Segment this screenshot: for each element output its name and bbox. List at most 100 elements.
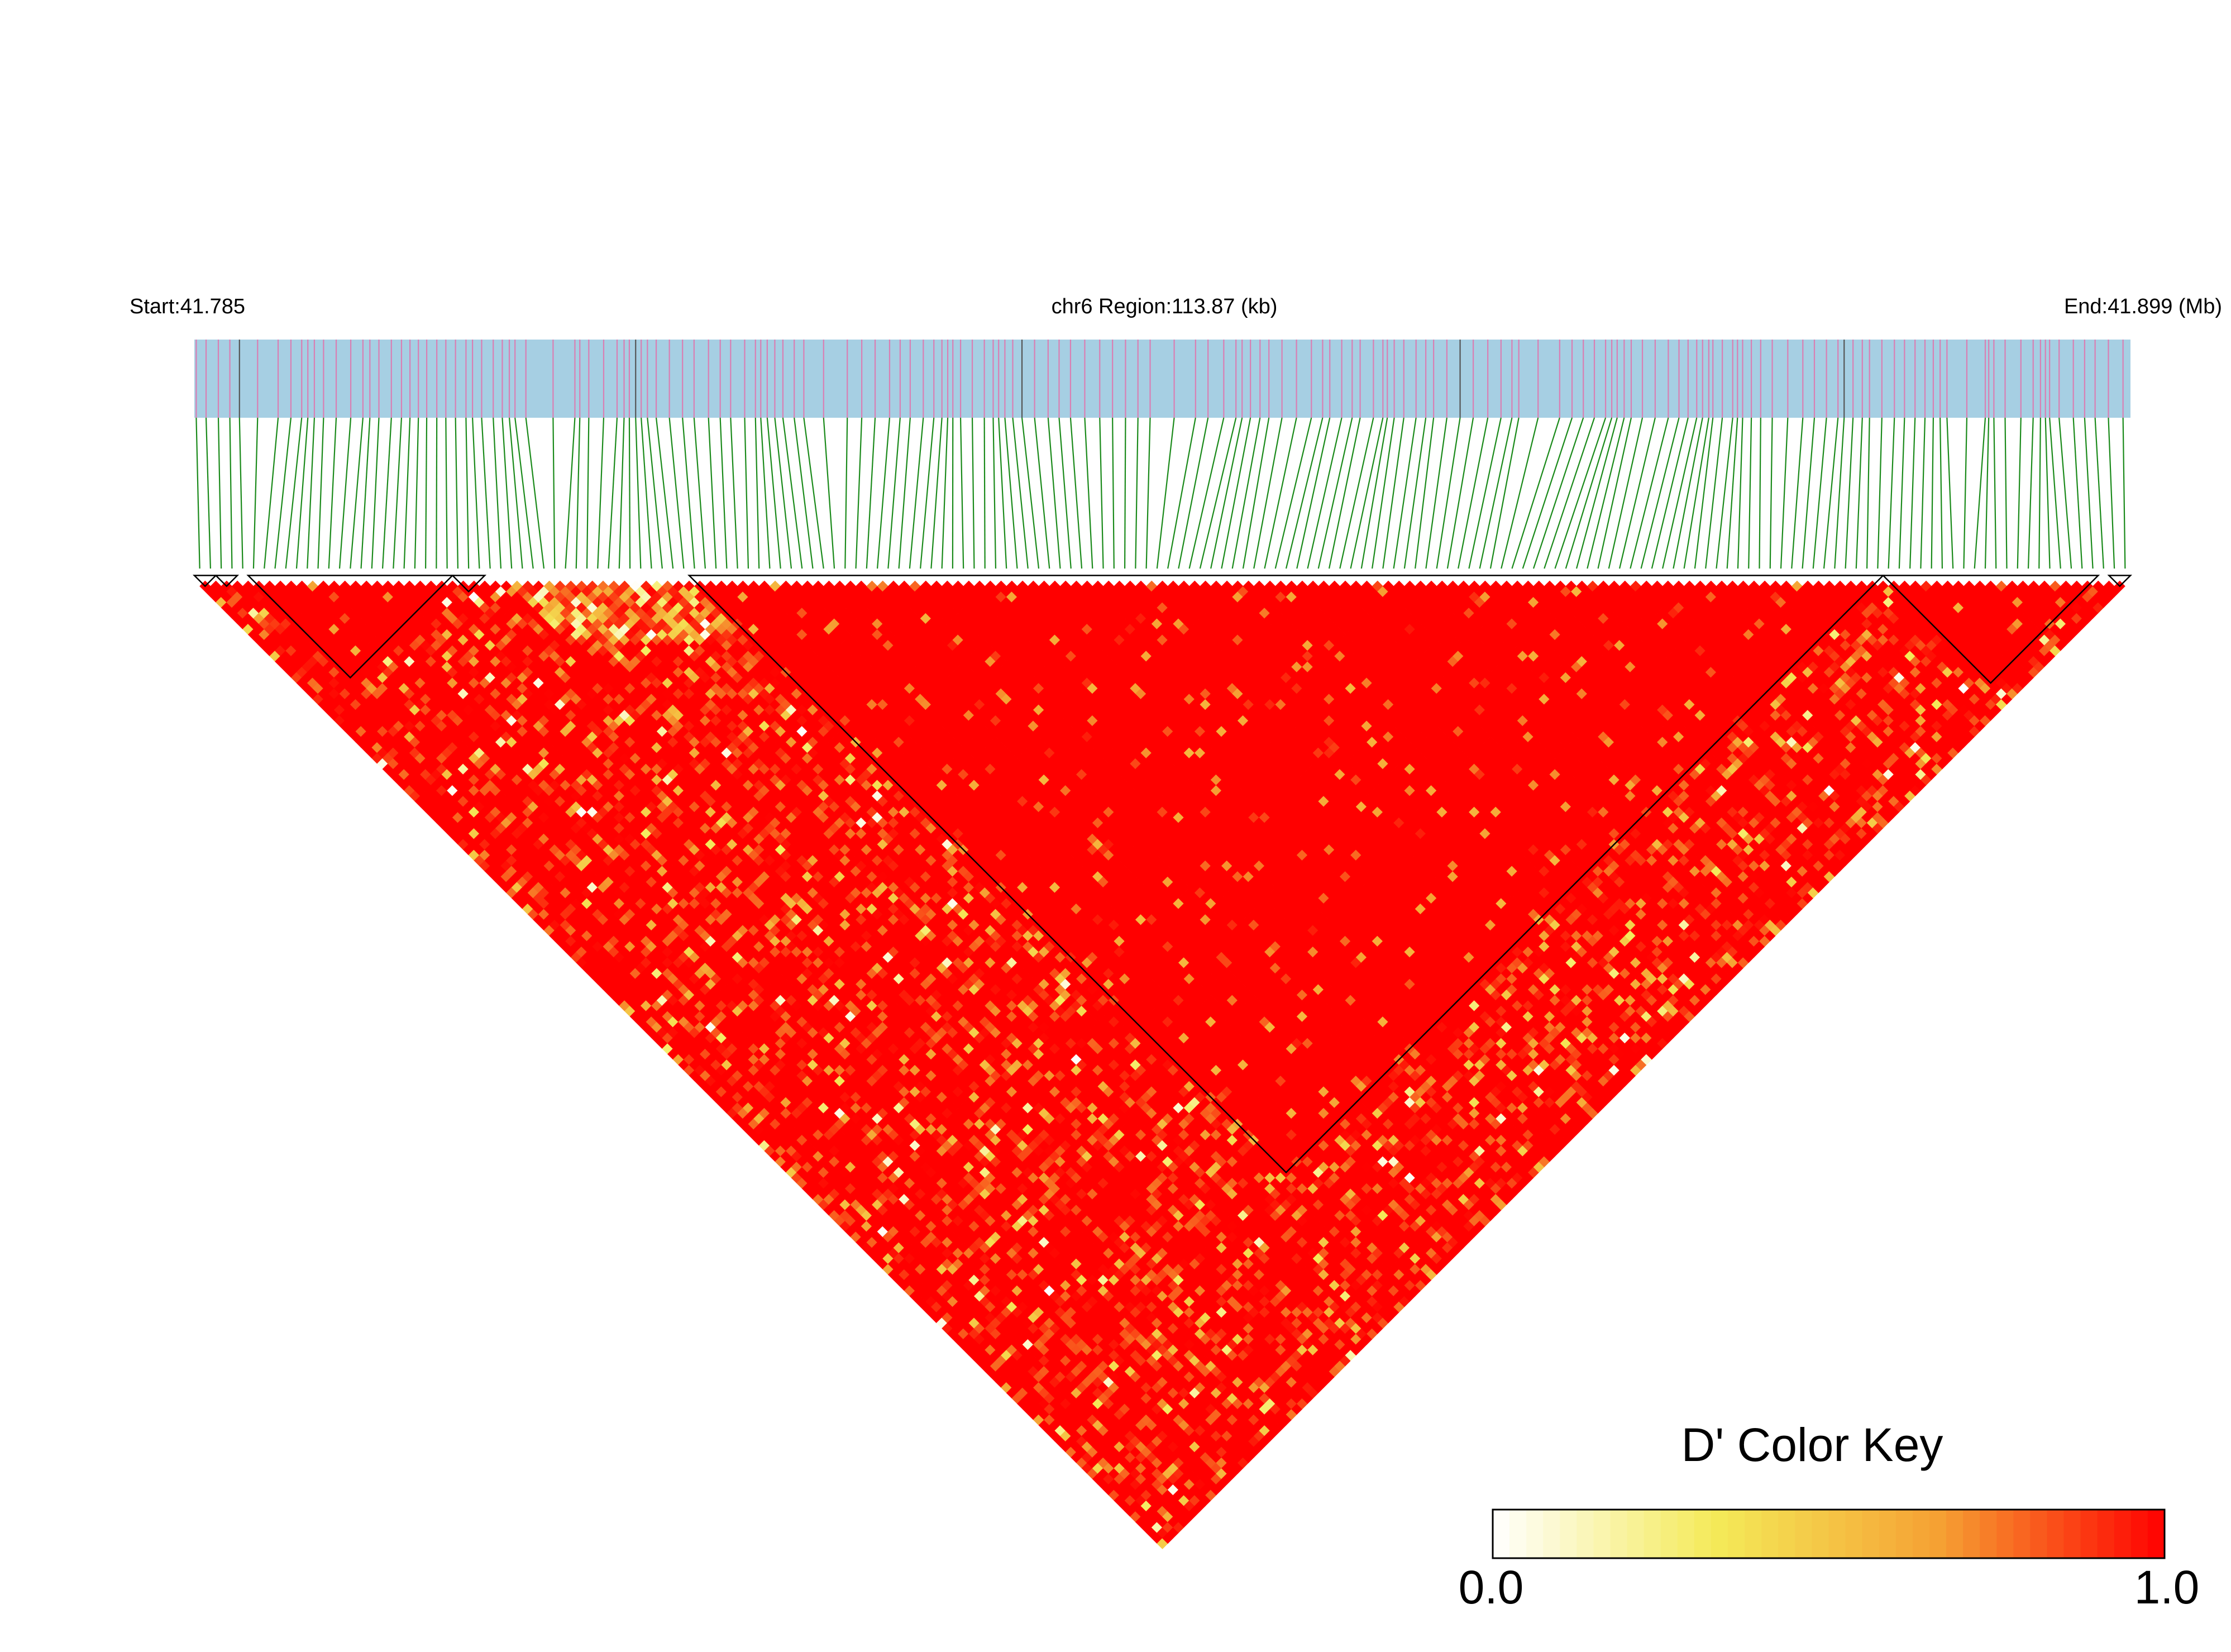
snp-connector bbox=[481, 418, 490, 569]
snp-connector bbox=[393, 418, 402, 569]
snp-connector bbox=[1100, 418, 1103, 569]
snp-connector bbox=[1856, 418, 1862, 569]
snp-connector bbox=[1921, 418, 1925, 569]
snp-connector bbox=[804, 418, 823, 569]
snp-connector bbox=[2018, 418, 2021, 569]
snp-connector bbox=[961, 418, 963, 569]
snp-connector bbox=[264, 418, 278, 569]
snp-connector bbox=[1994, 418, 1996, 569]
snp-connector bbox=[515, 418, 533, 569]
snp-connector bbox=[767, 418, 781, 569]
snp-connector bbox=[867, 418, 875, 569]
snp-connector bbox=[2123, 418, 2125, 569]
snp-connector bbox=[1641, 418, 1679, 569]
snp-connector bbox=[297, 418, 308, 569]
snp-connector bbox=[629, 418, 630, 569]
snp-connector bbox=[1964, 418, 1967, 569]
snp-connector bbox=[1985, 418, 1989, 569]
snp-connector bbox=[756, 418, 759, 569]
snp-connector bbox=[1932, 418, 1933, 569]
snp-connector bbox=[824, 418, 834, 569]
snp-connector bbox=[1846, 418, 1853, 569]
snp-connector bbox=[1716, 418, 1732, 569]
snp-connector bbox=[794, 418, 813, 569]
snp-connector bbox=[1652, 418, 1688, 569]
snp-connector bbox=[1662, 418, 1697, 569]
snp-connector bbox=[1792, 418, 1803, 569]
snp-connector bbox=[1889, 418, 1895, 569]
snp-connector bbox=[999, 418, 1006, 569]
snp-connector bbox=[1437, 418, 1460, 569]
snp-connector bbox=[218, 418, 221, 569]
snp-connector bbox=[1878, 418, 1881, 569]
snp-connector bbox=[899, 418, 910, 569]
snp-connector bbox=[1975, 418, 1985, 569]
snp-connector bbox=[196, 418, 199, 569]
snp-connector-lines bbox=[196, 418, 2125, 569]
snp-connector bbox=[2059, 418, 2071, 569]
snp-connector bbox=[910, 418, 923, 569]
snp-connector bbox=[1727, 418, 1738, 569]
snp-connector bbox=[1085, 418, 1092, 569]
snp-connector bbox=[502, 418, 512, 569]
snp-connector bbox=[415, 418, 418, 569]
snp-connector bbox=[694, 418, 705, 569]
snp-connector bbox=[1813, 418, 1827, 569]
snp-connector bbox=[1781, 418, 1788, 569]
snp-connector bbox=[1383, 418, 1403, 569]
snp-connector bbox=[1178, 418, 1208, 569]
snp-connector bbox=[1759, 418, 1760, 569]
snp-connector bbox=[1947, 418, 1953, 569]
snp-connector bbox=[744, 418, 748, 569]
snp-connector bbox=[1523, 418, 1572, 569]
snp-connector bbox=[2095, 418, 2104, 569]
snp-connector bbox=[2039, 418, 2041, 569]
snp-connector bbox=[856, 418, 862, 569]
snp-connector bbox=[783, 418, 802, 569]
snp-connector bbox=[307, 418, 314, 569]
snp-connector bbox=[426, 418, 427, 569]
snp-connector bbox=[1587, 418, 1624, 569]
snp-connector bbox=[2108, 418, 2114, 569]
snp-connector bbox=[609, 418, 617, 569]
snp-connector bbox=[942, 418, 948, 569]
snp-connector bbox=[1048, 418, 1060, 569]
snp-connector bbox=[1135, 418, 1138, 569]
snp-connector bbox=[1490, 418, 1519, 569]
snp-connector bbox=[1749, 418, 1751, 569]
snp-connector bbox=[1071, 418, 1082, 569]
snp-connector bbox=[720, 418, 727, 569]
snp-connector bbox=[1910, 418, 1915, 569]
snp-connector bbox=[993, 418, 996, 569]
snp-connector bbox=[1415, 418, 1434, 569]
snp-connector bbox=[254, 418, 257, 569]
snp-connector bbox=[1576, 418, 1617, 569]
snp-connector bbox=[931, 418, 942, 569]
snp-connector bbox=[1059, 418, 1071, 569]
snp-connector bbox=[404, 418, 410, 569]
snp-connector bbox=[509, 418, 522, 569]
snp-connector bbox=[329, 418, 336, 569]
snp-connector bbox=[1555, 418, 1606, 569]
snp-connector bbox=[1112, 418, 1114, 569]
snp-connector bbox=[1404, 418, 1426, 569]
snp-connector bbox=[2085, 418, 2093, 569]
snp-connector bbox=[206, 418, 211, 569]
snp-connector bbox=[1566, 418, 1612, 569]
snp-position-track bbox=[194, 340, 2130, 418]
snp-connector bbox=[553, 418, 555, 569]
snp-connector bbox=[2050, 418, 2061, 569]
snp-connector bbox=[1458, 418, 1488, 569]
snp-connector bbox=[446, 418, 447, 569]
snp-connector bbox=[1695, 418, 1713, 569]
snp-connector bbox=[877, 418, 890, 569]
snp-connector bbox=[436, 418, 437, 569]
snp-connector bbox=[1318, 418, 1353, 569]
snp-connector bbox=[1533, 418, 1583, 569]
snp-connector bbox=[1706, 418, 1722, 569]
snp-connector bbox=[730, 418, 737, 569]
snp-connector bbox=[466, 418, 469, 569]
snp-connector bbox=[888, 418, 900, 569]
